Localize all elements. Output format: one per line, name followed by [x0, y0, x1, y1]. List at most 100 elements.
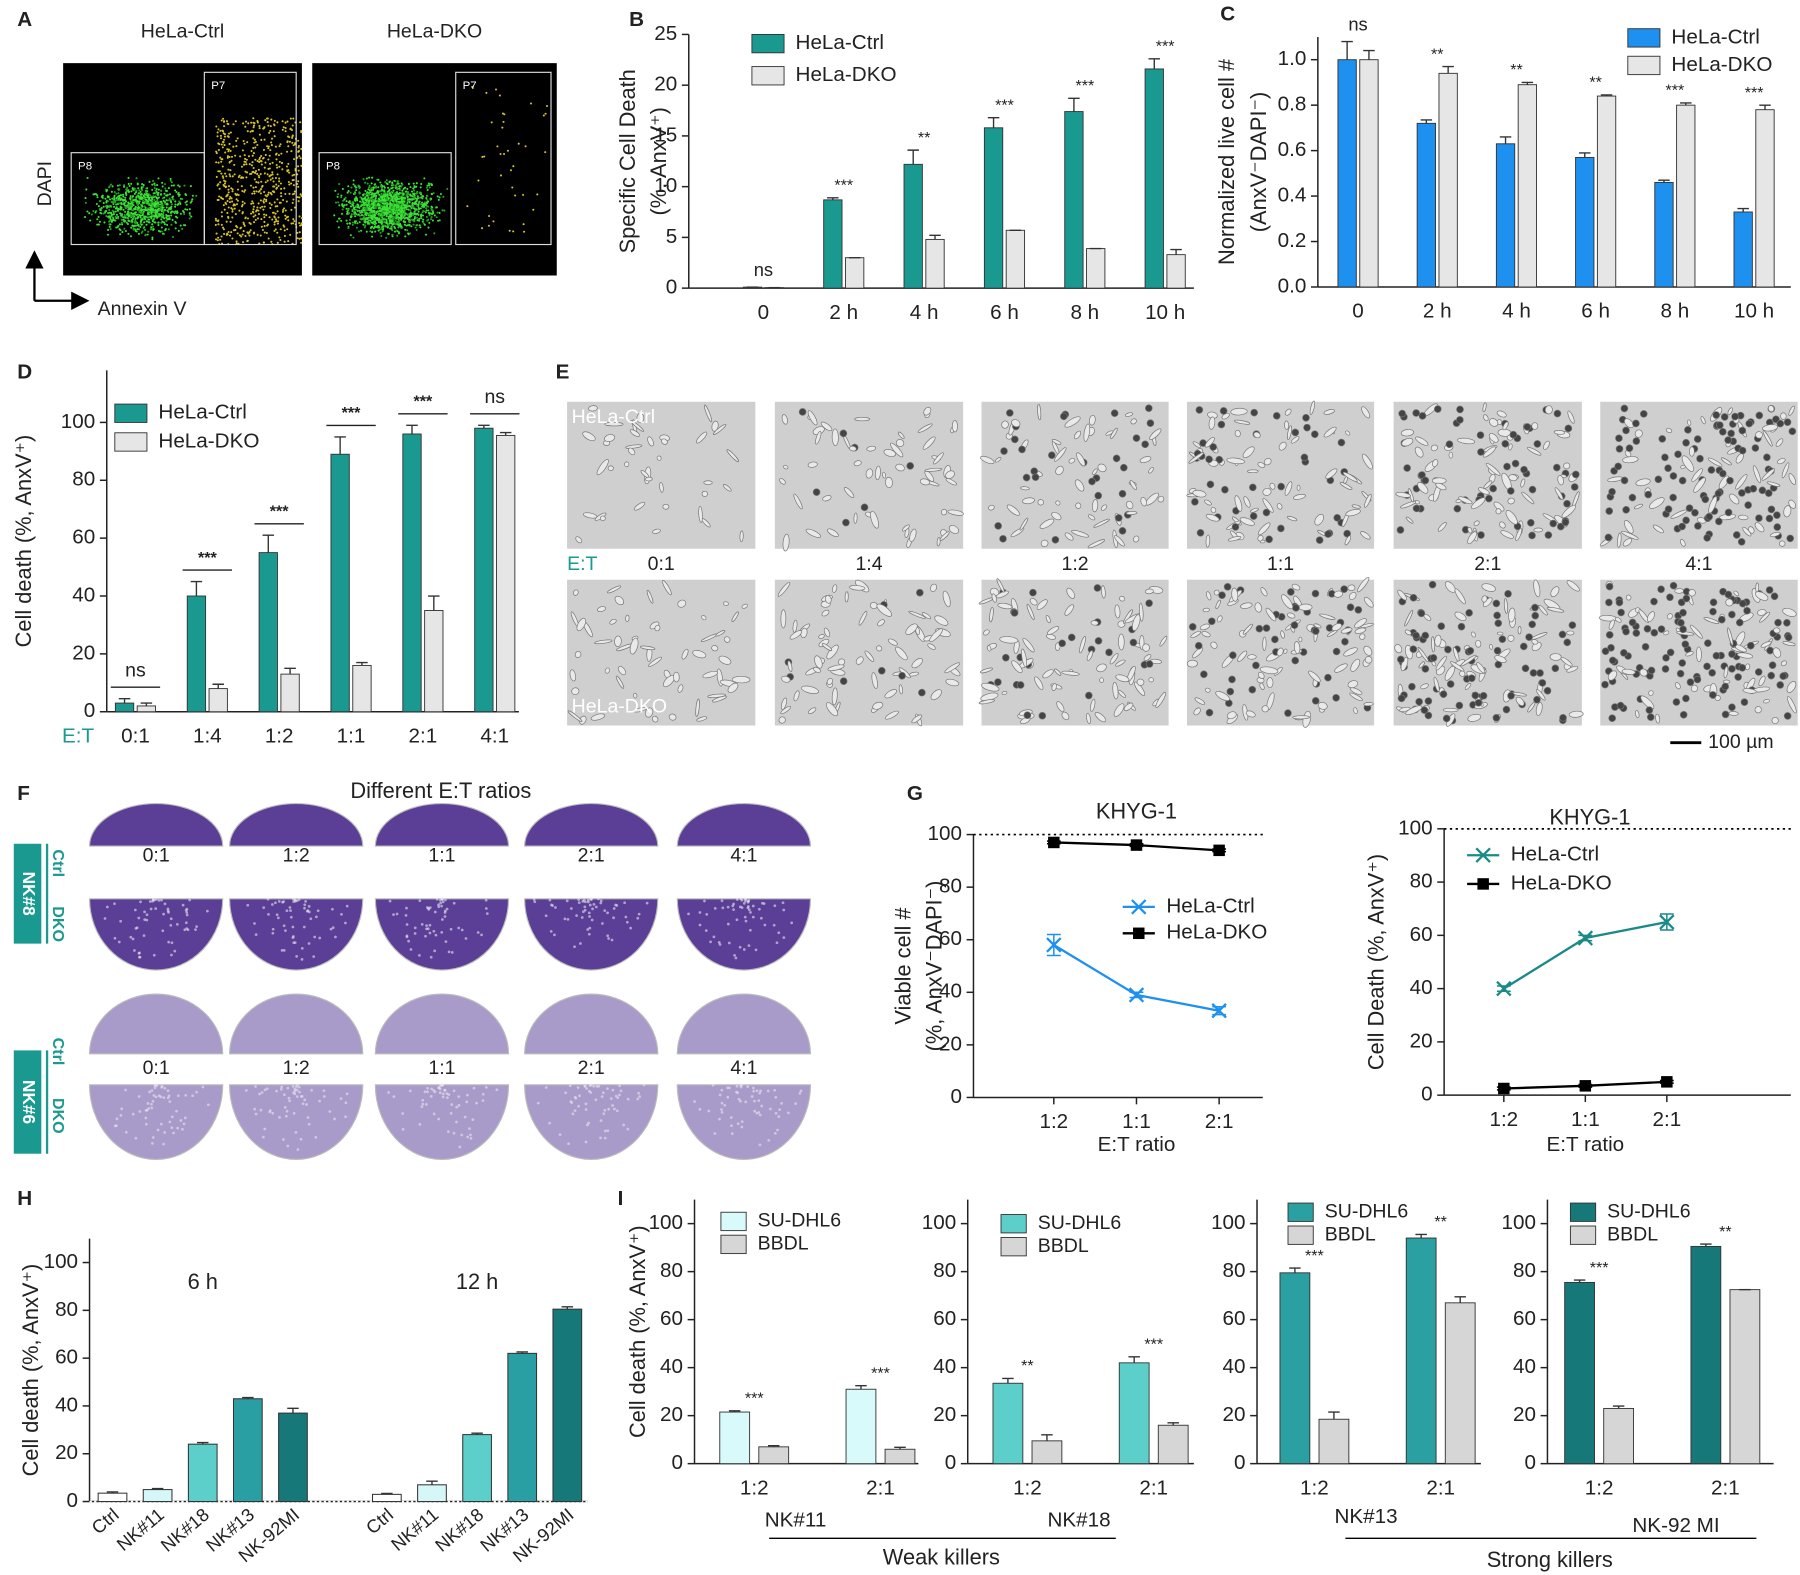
- colony: [142, 934, 146, 937]
- event-dot: [126, 212, 129, 215]
- event-dot: [141, 183, 144, 186]
- event-dot: [104, 211, 107, 214]
- event-dot: [142, 202, 146, 205]
- colony: [423, 1090, 427, 1094]
- event-dot: [346, 222, 349, 225]
- event-dot: [362, 194, 365, 197]
- event-dot: [157, 202, 160, 205]
- event-dot: [215, 125, 218, 128]
- event-dot: [366, 191, 369, 194]
- event-dot: [175, 190, 178, 194]
- event-dot: [276, 231, 279, 234]
- event-dot: [406, 191, 409, 194]
- colony: [601, 1091, 605, 1095]
- colony: [609, 1097, 613, 1100]
- event-dot: [363, 193, 366, 196]
- event-dot: [265, 214, 268, 217]
- event-dot: [265, 200, 268, 203]
- event-dot: [246, 141, 249, 144]
- event-dot: [485, 91, 488, 94]
- event-dot: [151, 238, 154, 241]
- event-dot: [399, 201, 402, 204]
- colony: [782, 908, 786, 912]
- event-dot: [113, 194, 116, 197]
- colony: [569, 907, 573, 910]
- event-dot: [266, 193, 270, 196]
- event-dot: [383, 186, 386, 189]
- event-dot: [263, 216, 266, 219]
- event-dot: [127, 217, 130, 220]
- event-dot: [156, 215, 159, 218]
- event-dot: [130, 226, 133, 229]
- event-dot: [137, 232, 140, 235]
- gate: [203, 71, 297, 246]
- event-dot: [403, 199, 406, 202]
- event-dot: [279, 238, 282, 242]
- event-dot: [271, 211, 274, 214]
- event-dot: [151, 225, 155, 228]
- event-dot: [147, 198, 150, 201]
- event-dot: [245, 176, 248, 179]
- colony: [773, 904, 777, 908]
- cell: [1479, 691, 1488, 700]
- colony: [443, 1088, 447, 1092]
- event-dot: [161, 206, 164, 209]
- event-dot: [430, 205, 433, 208]
- event-dot: [169, 177, 172, 180]
- event-dot: [128, 190, 131, 193]
- colony: [300, 958, 304, 961]
- event-dot: [389, 197, 392, 200]
- event-dot: [360, 214, 363, 217]
- event-dot: [127, 201, 130, 204]
- event-dot: [395, 191, 399, 194]
- colony: [466, 1093, 469, 1097]
- event-dot: [136, 217, 139, 220]
- event-dot: [122, 216, 125, 219]
- event-dot: [276, 198, 279, 201]
- event-dot: [120, 214, 123, 217]
- event-dot: [402, 205, 405, 208]
- event-dot: [243, 190, 246, 193]
- colony: [418, 1123, 422, 1126]
- event-dot: [112, 217, 115, 220]
- event-dot: [118, 188, 121, 191]
- event-dot: [274, 176, 277, 180]
- event-dot: [288, 140, 291, 143]
- event-dot: [160, 230, 163, 233]
- colony: [331, 907, 334, 911]
- event-dot: [169, 179, 172, 182]
- event-dot: [92, 209, 95, 213]
- colony: [618, 1084, 622, 1088]
- event-dot: [401, 189, 404, 192]
- event-dot: [159, 230, 162, 233]
- event-dot: [252, 186, 255, 189]
- event-dot: [409, 198, 412, 201]
- event-dot: [90, 213, 93, 216]
- event-dot: [253, 221, 256, 224]
- event-dot: [218, 170, 221, 173]
- event-dot: [421, 220, 424, 223]
- event-dot: [223, 208, 226, 211]
- cell: [1266, 677, 1274, 689]
- event-dot: [349, 202, 352, 205]
- event-dot: [156, 211, 159, 214]
- event-dot: [441, 209, 444, 212]
- event-dot: [243, 202, 246, 205]
- event-dot: [355, 205, 358, 208]
- colony: [191, 1094, 194, 1098]
- event-dot: [361, 198, 364, 201]
- event-dot: [137, 187, 140, 190]
- event-dot: [252, 208, 255, 211]
- colony: [275, 913, 279, 917]
- row-label: HeLa-Ctrl: [572, 406, 655, 428]
- event-dot: [260, 160, 263, 163]
- event-dot: [256, 206, 259, 209]
- colony: [698, 911, 702, 914]
- colony: [137, 916, 141, 920]
- event-dot: [150, 196, 154, 199]
- event-dot: [388, 219, 391, 222]
- event-dot: [345, 219, 348, 222]
- event-dot: [157, 205, 160, 208]
- colony: [718, 1117, 721, 1121]
- colony: [266, 897, 270, 901]
